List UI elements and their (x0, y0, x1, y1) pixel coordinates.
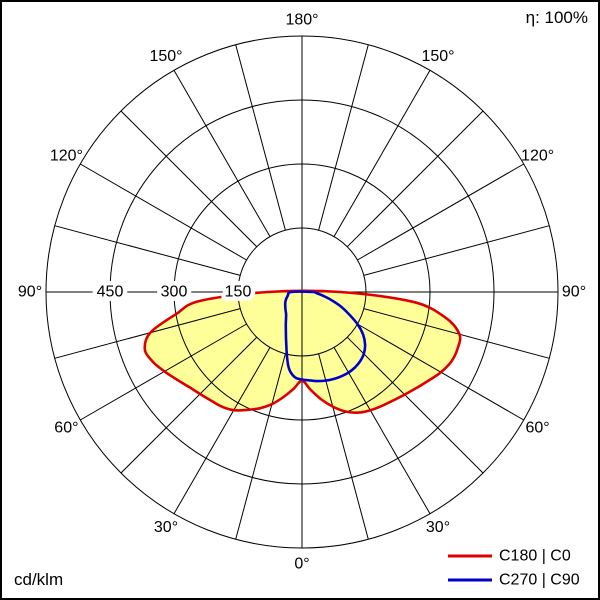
radial-tick-label: 300 (161, 284, 188, 301)
angle-label: 120° (521, 148, 554, 165)
grid-spoke (54, 308, 241, 359)
radial-tick-label: 450 (97, 284, 124, 301)
grid-spoke (363, 308, 550, 359)
grid-spoke (363, 225, 550, 276)
angle-label: 150° (421, 48, 454, 65)
grid-spoke (318, 44, 369, 231)
angle-label: 60° (54, 420, 78, 437)
grid-spoke (333, 70, 431, 237)
grid-spoke (333, 347, 431, 514)
series-curves (143, 289, 462, 414)
angle-label: 180° (285, 12, 318, 29)
angle-label: 150° (149, 48, 182, 65)
grid-spoke (346, 110, 484, 248)
angle-label: 60° (525, 420, 549, 437)
grid-spoke (80, 163, 247, 261)
radial-tick-label: 150 (225, 284, 252, 301)
legend-label-c270-c90: C270 | C90 (499, 572, 580, 589)
chart-legend: C180 | C0 C270 | C90 (448, 548, 580, 589)
grid-spoke (346, 336, 484, 474)
unit-label: cd/klm (14, 570, 64, 589)
angle-label: 120° (50, 148, 83, 165)
angle-label: 90° (562, 284, 586, 301)
legend-label-c180-c0: C180 | C0 (499, 548, 571, 565)
series-curve-c180-c0 (143, 289, 462, 414)
angle-label: 30° (426, 519, 450, 536)
grid-spoke (120, 110, 258, 248)
grid-spoke (318, 353, 369, 540)
polar-grid (45, 35, 559, 549)
grid-spoke (120, 336, 258, 474)
angle-label: 90° (18, 284, 42, 301)
grid-spoke (173, 70, 271, 237)
grid-spoke (54, 225, 241, 276)
efficiency-label: η: 100% (525, 8, 588, 27)
grid-spoke (235, 44, 286, 231)
series-curve-c270-c90 (283, 290, 367, 383)
angle-label: 30° (154, 519, 178, 536)
angle-label: 0° (294, 556, 309, 573)
grid-spoke (357, 163, 524, 261)
grid-spoke (173, 347, 271, 514)
grid-spoke (235, 353, 286, 540)
